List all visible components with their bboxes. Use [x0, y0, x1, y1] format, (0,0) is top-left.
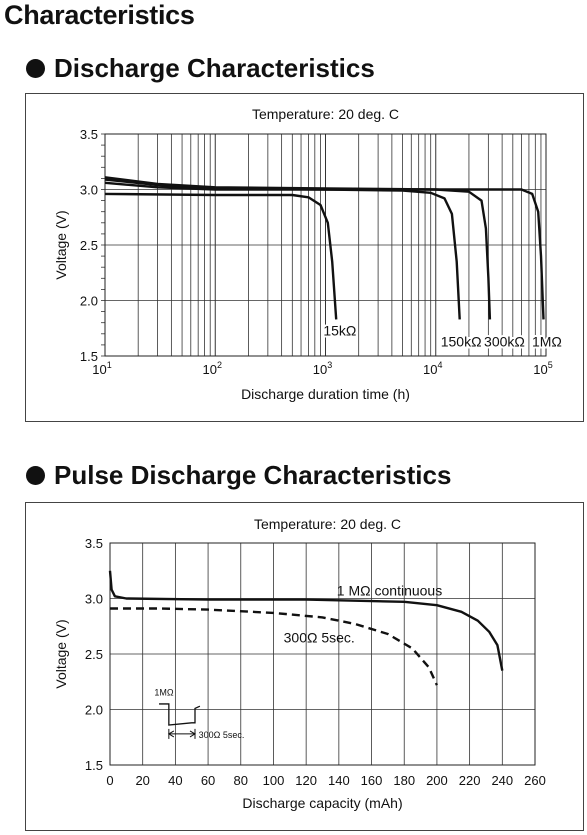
y-axis-label: Voltage (V)	[53, 210, 69, 279]
series-label: 1 MΩ continuous	[337, 583, 442, 599]
pulse-waveform	[159, 703, 201, 726]
series-label: 300Ω 5sec.	[284, 629, 355, 645]
x-tick-label: 103	[313, 360, 332, 377]
chart-title: Temperature: 20 deg. C	[252, 106, 399, 122]
series-label: 1MΩ	[532, 334, 562, 350]
chart-grid	[109, 542, 536, 766]
series-line-1 MΩ continuous	[108, 570, 504, 671]
x-tick-label: 102	[203, 360, 222, 377]
chart-series	[104, 176, 545, 320]
y-tick-label: 2.5	[85, 647, 103, 662]
y-tick-label: 1.5	[80, 349, 98, 364]
y-axis-label: Voltage (V)	[53, 619, 69, 688]
chart-title: Temperature: 20 deg. C	[254, 516, 401, 532]
x-tick-label: 101	[92, 360, 111, 377]
bullet-icon	[26, 59, 45, 78]
x-tick-label: 220	[459, 773, 481, 788]
x-axis-label: Discharge duration time (h)	[241, 386, 410, 402]
y-tick-label: 1.5	[85, 758, 103, 773]
y-tick-label: 2.0	[80, 294, 98, 309]
pulse-label: 300Ω 5sec.	[199, 730, 245, 740]
y-tick-label: 2.0	[85, 703, 103, 718]
pulse-inset	[159, 703, 201, 739]
y-tick-label: 3.5	[85, 536, 103, 551]
series-line-1MΩ	[104, 176, 545, 320]
y-tick-label: 3.0	[80, 183, 98, 198]
plot-frame	[104, 133, 547, 357]
chart-labels: Temperature: 20 deg. C 1.5 2.0 2.5 3.0 3.5 101…	[53, 106, 564, 402]
chart-series	[108, 570, 504, 739]
chart-labels: Temperature: 20 deg. C 1.5 2.0 2.5 3.0 3.5 0 20…	[53, 516, 546, 811]
plot-frame	[109, 542, 536, 766]
x-axis-label: Discharge capacity (mAh)	[242, 795, 402, 811]
y-tick-label: 3.0	[85, 592, 103, 607]
series-line-150kΩ	[104, 181, 461, 320]
pulse-chart: Temperature: 20 deg. C 1.5 2.0 2.5 3.0 3.5 0 20…	[53, 516, 546, 811]
page-title: Characteristics	[4, 0, 195, 30]
y-tick-label: 3.5	[80, 127, 98, 142]
x-tick-label: 40	[168, 773, 182, 788]
x-tick-label: 160	[361, 773, 383, 788]
x-tick-label: 100	[263, 773, 285, 788]
x-tick-label: 260	[524, 773, 546, 788]
discharge-chart: Temperature: 20 deg. C 1.5 2.0 2.5 3.0 3.5 101…	[53, 106, 564, 402]
series-line-15kΩ	[104, 192, 338, 320]
series-line-300kΩ	[104, 178, 492, 320]
arrow-head	[189, 730, 196, 738]
series-label: 15kΩ	[323, 322, 356, 338]
section-title-text: Discharge Characteristics	[54, 53, 375, 83]
x-tick-label: 80	[234, 773, 248, 788]
x-tick-label: 120	[295, 773, 317, 788]
arrow-head	[167, 730, 175, 738]
section-title-discharge: Discharge Characteristics	[26, 53, 375, 84]
x-tick-label: 104	[423, 360, 442, 377]
series-label: 150kΩ	[441, 334, 482, 350]
discharge-chart-panel: Temperature: 20 deg. C 1.5 2.0 2.5 3.0 3.5 101…	[25, 93, 584, 422]
x-tick-label: 60	[201, 773, 215, 788]
pulse-chart-panel: Temperature: 20 deg. C 1.5 2.0 2.5 3.0 3.5 0 20…	[25, 502, 584, 831]
series-label: 300kΩ	[484, 334, 525, 350]
x-tick-label: 240	[491, 773, 513, 788]
section-title-text: Pulse Discharge Characteristics	[54, 460, 452, 490]
x-tick-label: 105	[533, 360, 552, 377]
x-tick-label: 200	[426, 773, 448, 788]
x-tick-label: 20	[135, 773, 149, 788]
pulse-label: 1MΩ	[154, 688, 174, 698]
x-tick-label: 0	[106, 773, 113, 788]
y-tick-label: 2.5	[80, 238, 98, 253]
x-tick-label: 180	[393, 773, 415, 788]
section-title-pulse: Pulse Discharge Characteristics	[26, 460, 451, 491]
x-tick-label: 140	[328, 773, 350, 788]
bullet-icon	[26, 466, 45, 485]
